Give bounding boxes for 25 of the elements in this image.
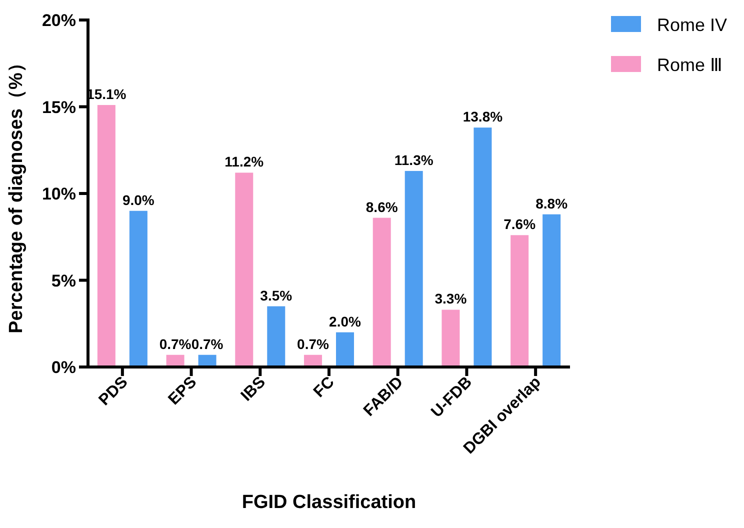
y-tick-label: 0%: [51, 358, 76, 377]
legend-label: Rome Ⅲ: [657, 55, 722, 75]
data-label: 11.3%: [394, 152, 434, 168]
data-label: 15.1%: [86, 86, 127, 102]
y-tick-label: 20%: [42, 11, 76, 30]
data-label: 0.7%: [159, 336, 192, 352]
data-label: 8.6%: [366, 198, 398, 215]
y-tick-label: 5%: [51, 271, 76, 290]
data-label: 2.0%: [329, 313, 362, 330]
data-label: 9.0%: [122, 192, 155, 208]
x-axis-title: FGID Classification: [242, 492, 416, 513]
data-label: 3.3%: [434, 290, 468, 307]
legend-label: Rome IV: [657, 15, 728, 35]
x-tick-label: FC: [310, 373, 338, 401]
data-label: 7.6%: [504, 216, 536, 232]
data-label: 8.8%: [536, 195, 568, 212]
data-label: 3.5%: [260, 287, 293, 304]
data-label: 11.2%: [224, 154, 264, 170]
data-label: 0.7%: [191, 336, 224, 352]
data-label: 0.7%: [297, 336, 330, 352]
y-tick-label: 15%: [42, 98, 76, 117]
y-axis-title: Percentage of diagnoses（%）: [6, 54, 27, 334]
y-tick-label: 10%: [42, 184, 76, 204]
x-tick-label: IBS: [238, 374, 270, 405]
data-label: 13.8%: [462, 108, 504, 125]
